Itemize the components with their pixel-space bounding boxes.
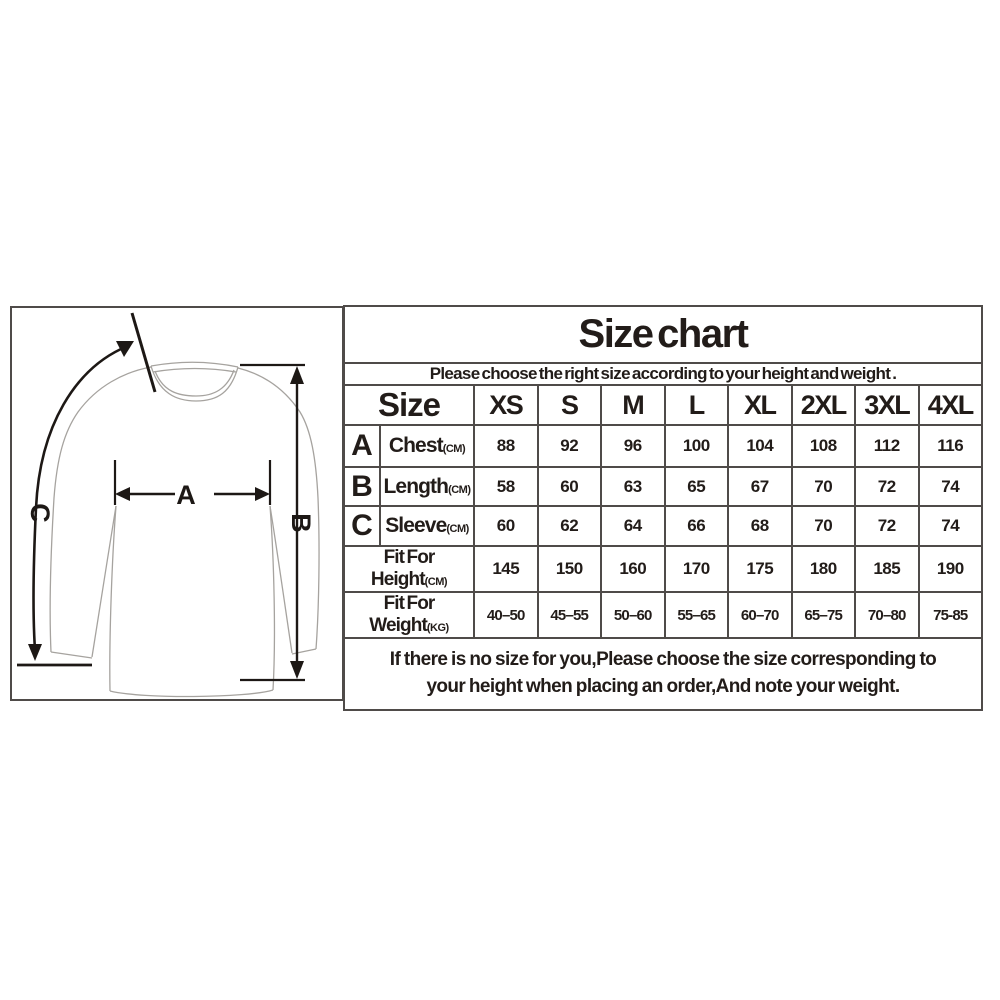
fit-weight-value: 70–80 xyxy=(854,591,920,639)
chest-value: 112 xyxy=(854,424,920,468)
row-label-chest: Chest(CM) xyxy=(379,424,475,468)
chest-value: 104 xyxy=(727,424,793,468)
sleeve-value: 72 xyxy=(854,505,920,547)
size-header-cell: Size xyxy=(343,384,475,426)
table-row-fit-height: Fit For Height(CM) 145 150 160 170 175 1… xyxy=(343,545,983,593)
row-unit: (CM) xyxy=(448,483,471,496)
length-value: 70 xyxy=(790,466,856,507)
table-row-sleeve: C Sleeve(CM) 60 62 64 66 68 70 72 74 xyxy=(343,505,983,547)
shirt-measurement-diagram: A B C xyxy=(10,306,344,701)
sleeve-value: 74 xyxy=(917,505,983,547)
chest-value: 116 xyxy=(917,424,983,468)
table-row-chest: A Chest(CM) 88 92 96 100 104 108 112 116 xyxy=(343,424,983,468)
row-label-length: Length(CM) xyxy=(379,466,475,507)
sleeve-value: 70 xyxy=(790,505,856,547)
sleeve-value: 62 xyxy=(536,505,602,547)
size-column-header-l: L xyxy=(663,384,729,426)
fit-height-value: 180 xyxy=(790,545,856,593)
row-label-text: Sleeve xyxy=(385,514,447,537)
fit-height-value: 160 xyxy=(600,545,666,593)
measure-a-label: A xyxy=(176,480,196,510)
fit-height-value: 185 xyxy=(854,545,920,593)
length-value: 72 xyxy=(854,466,920,507)
row-label-text: Fit For Height xyxy=(370,547,435,590)
table-row-fit-weight: Fit For Weight(KG) 40–50 45–55 50–60 55–… xyxy=(343,591,983,639)
size-note: If there is no size for you,Please choos… xyxy=(343,637,983,711)
size-chart-title: Size chart xyxy=(343,305,983,364)
fit-height-value: 190 xyxy=(917,545,983,593)
shirt-diagram-svg: A B C xyxy=(17,312,320,698)
fit-weight-value: 40–50 xyxy=(473,591,539,639)
size-column-header-m: M xyxy=(600,384,666,426)
fit-weight-value: 45–55 xyxy=(536,591,602,639)
length-value: 60 xyxy=(536,466,602,507)
table-row-length: B Length(CM) 58 60 63 65 67 70 72 74 xyxy=(343,466,983,507)
size-column-header-xs: XS xyxy=(473,384,539,426)
fit-height-value: 175 xyxy=(727,545,793,593)
row-label-text: Fit For Weight xyxy=(369,593,435,636)
sleeve-value: 60 xyxy=(473,505,539,547)
size-column-header-xl: XL xyxy=(727,384,793,426)
shirt-outline xyxy=(49,361,320,698)
size-column-header-s: S xyxy=(536,384,602,426)
length-value: 67 xyxy=(727,466,793,507)
chest-value: 100 xyxy=(663,424,729,468)
size-column-header-4xl: 4XL xyxy=(917,384,983,426)
size-note-line1: If there is no size for you,Please choos… xyxy=(389,649,937,671)
fit-height-value: 170 xyxy=(663,545,729,593)
chest-value: 88 xyxy=(473,424,539,468)
fit-height-value: 150 xyxy=(536,545,602,593)
row-label-text: Chest xyxy=(388,434,444,457)
size-column-header-3xl: 3XL xyxy=(854,384,920,426)
length-value: 74 xyxy=(917,466,983,507)
length-value: 65 xyxy=(663,466,729,507)
row-unit: (CM) xyxy=(446,523,469,535)
row-label-fit-for-weight: Fit For Weight(KG) xyxy=(343,591,475,639)
row-label-sleeve: Sleeve(CM) xyxy=(379,505,475,547)
size-table: Size chart Please choose the right size … xyxy=(343,305,983,711)
sleeve-value: 68 xyxy=(727,505,793,547)
chest-value: 96 xyxy=(600,424,666,468)
chest-value: 108 xyxy=(790,424,856,468)
size-chart-subtitle: Please choose the right size according t… xyxy=(343,362,983,386)
row-letter-b: B xyxy=(343,466,381,507)
fit-weight-value: 60–70 xyxy=(727,591,793,639)
length-value: 58 xyxy=(473,466,539,507)
size-note-line2: your height when placing an order,And no… xyxy=(426,676,900,697)
measure-b-label: B xyxy=(286,513,316,533)
fit-weight-value: 55–65 xyxy=(663,591,729,639)
size-column-header-2xl: 2XL xyxy=(790,384,856,426)
fit-weight-value: 75-85 xyxy=(917,591,983,639)
fit-weight-value: 50–60 xyxy=(600,591,666,639)
row-letter-a: A xyxy=(343,424,381,468)
row-letter-c: C xyxy=(343,505,381,547)
row-label-text: Length xyxy=(383,474,449,498)
measure-c-label: C xyxy=(25,503,55,523)
measurement-arrows xyxy=(17,312,305,682)
row-label-fit-for-height: Fit For Height(CM) xyxy=(343,545,475,593)
fit-height-value: 145 xyxy=(473,545,539,593)
row-unit: (CM) xyxy=(424,576,448,588)
row-unit: (KG) xyxy=(426,622,449,634)
chest-value: 92 xyxy=(536,424,602,468)
fit-weight-value: 65–75 xyxy=(790,591,856,639)
length-value: 63 xyxy=(600,466,666,507)
row-unit: (CM) xyxy=(442,443,466,455)
sleeve-value: 64 xyxy=(600,505,666,547)
sleeve-value: 66 xyxy=(663,505,729,547)
